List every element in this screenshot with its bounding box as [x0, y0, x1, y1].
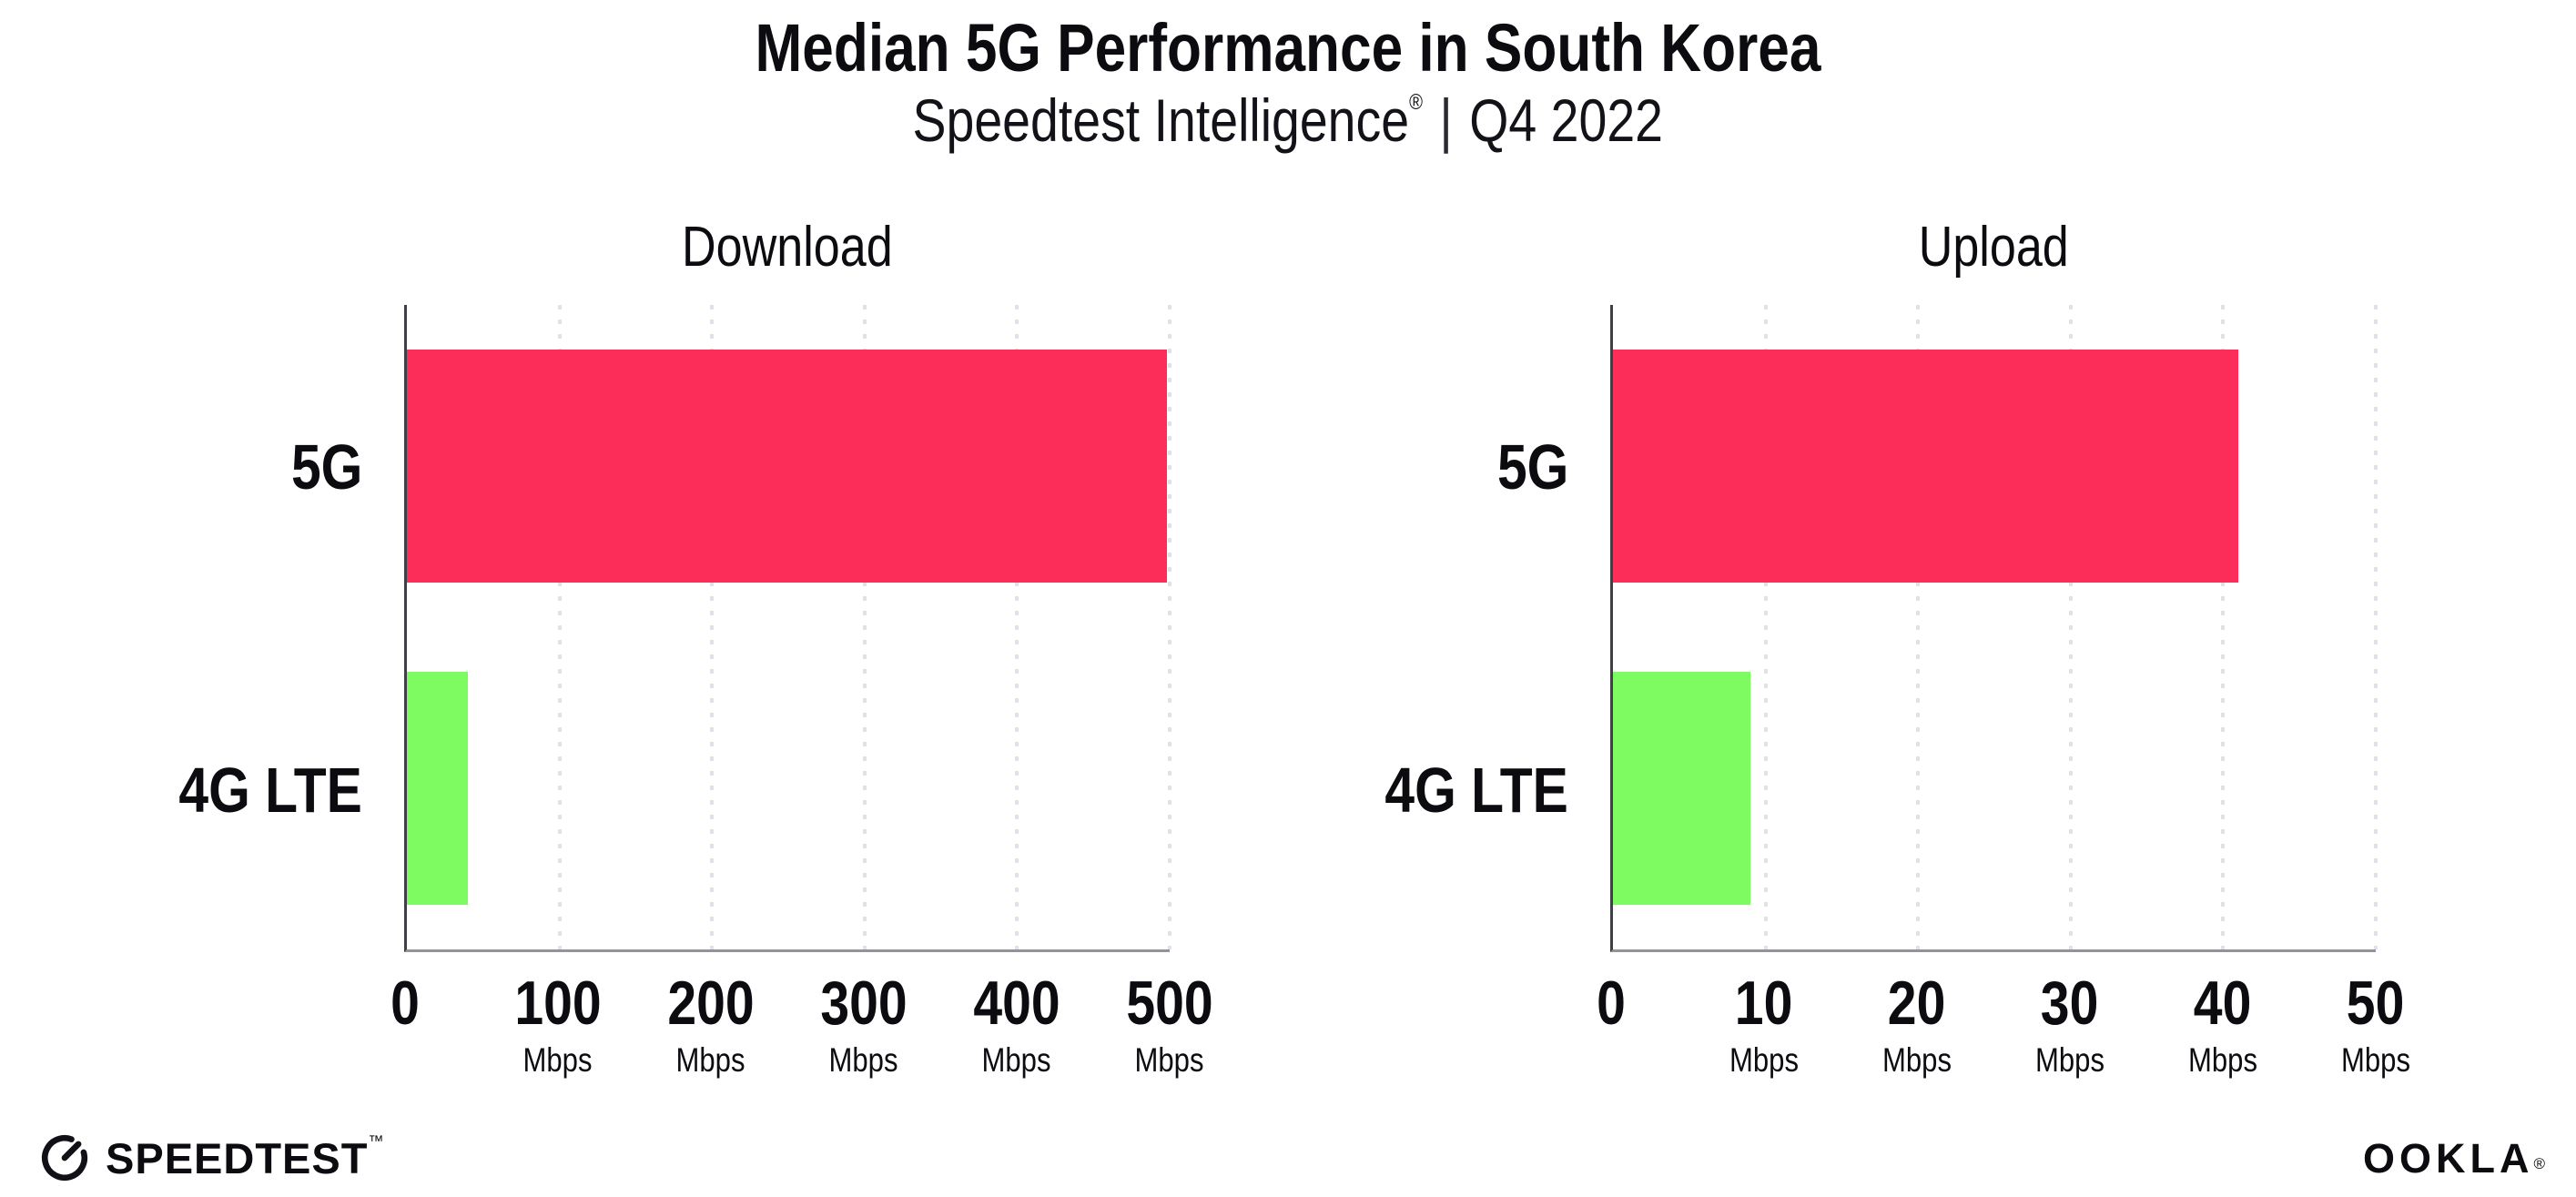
- download-plot-area: [404, 305, 1171, 952]
- x-tick-unit: Mbps: [2187, 1041, 2258, 1079]
- gridline-40: [2221, 305, 2226, 949]
- x-tick-value: 200: [667, 969, 755, 1038]
- gridline-10: [1763, 305, 1768, 949]
- ookla-logo-text: OOKLA: [2362, 1134, 2534, 1182]
- gridline-20: [1916, 305, 1921, 949]
- gridline-30: [2068, 305, 2073, 949]
- header: Median 5G Performance in South Korea Spe…: [0, 13, 2576, 152]
- x-tick-value: 10: [1735, 969, 1793, 1038]
- x-tick-10: 10 Mbps: [1723, 972, 1805, 1077]
- speedtest-gauge-icon: [41, 1134, 88, 1182]
- x-tick-unit: [1594, 1043, 1628, 1077]
- gridline-300: [862, 305, 867, 949]
- page-title: Median 5G Performance in South Korea: [0, 13, 2576, 84]
- download-category-labels: 5G 4G LTE: [146, 305, 404, 952]
- x-tick-value: 0: [1597, 969, 1626, 1038]
- category-label-4g-lte: 4G LTE: [178, 755, 363, 827]
- footer: SPEEDTEST™ OOKLA ®: [38, 1131, 2545, 1184]
- download-chart: Download 5G 4G LTE 0 100 Mbps 200 Mbps 300 Mbps…: [146, 216, 1213, 1127]
- x-tick-unit: Mbps: [1134, 1041, 1204, 1079]
- bar-4g-lte: [1613, 671, 1751, 906]
- subtitle-divider: |: [1439, 86, 1454, 154]
- page-subtitle: Speedtest Intelligence® | Q4 2022: [0, 86, 2576, 154]
- page-title-text: Median 5G Performance in South Korea: [755, 10, 1821, 86]
- x-tick-value: 20: [1888, 969, 1946, 1038]
- gridline-400: [1015, 305, 1019, 949]
- gridline-100: [557, 305, 562, 949]
- x-tick-value: 50: [2347, 969, 2405, 1038]
- x-tick-unit: Mbps: [675, 1041, 745, 1079]
- x-tick-40: 40 Mbps: [2182, 972, 2264, 1077]
- x-tick-unit: Mbps: [522, 1041, 593, 1079]
- gridline-50: [2374, 305, 2378, 949]
- upload-chart: Upload 5G 4G LTE 0 10 Mbps 20 Mbps 30 Mbps 40 Mbp…: [1352, 216, 2410, 1127]
- ookla-logo: OOKLA ®: [2363, 1138, 2545, 1179]
- speedtest-trademark: ™: [368, 1131, 385, 1150]
- x-tick-300: 300 Mbps: [812, 972, 915, 1077]
- x-tick-unit: Mbps: [828, 1041, 898, 1079]
- x-tick-value: 30: [2041, 969, 2099, 1038]
- speedtest-logo-text: SPEEDTEST™: [106, 1131, 385, 1182]
- x-tick-value: 300: [820, 969, 908, 1038]
- x-tick-400: 400 Mbps: [965, 972, 1068, 1077]
- download-chart-title: Download: [682, 216, 893, 279]
- upload-x-axis: 0 10 Mbps 20 Mbps 30 Mbps 40 Mbps 50 Mbps: [1597, 972, 2410, 1127]
- x-tick-value: 40: [2194, 969, 2252, 1038]
- x-tick-unit: [388, 1043, 422, 1077]
- x-tick-unit: Mbps: [2034, 1041, 2105, 1079]
- gridline-200: [710, 305, 715, 949]
- download-chart-body: 5G 4G LTE: [146, 305, 1171, 952]
- x-tick-unit: Mbps: [1729, 1041, 1800, 1079]
- upload-plot-area: [1610, 305, 2378, 952]
- upload-category-labels: 5G 4G LTE: [1352, 305, 1610, 952]
- upload-chart-title: Upload: [1918, 216, 2069, 279]
- x-tick-unit: Mbps: [2340, 1041, 2411, 1079]
- registered-mark: ®: [1409, 89, 1424, 115]
- upload-chart-body: 5G 4G LTE: [1352, 305, 2378, 952]
- category-label-4g-lte: 4G LTE: [1384, 755, 1569, 827]
- charts-row: Download 5G 4G LTE 0 100 Mbps 200 Mbps 300 Mbps…: [146, 216, 2410, 1127]
- subtitle-period: Q4 2022: [1469, 86, 1664, 154]
- speedtest-logo: SPEEDTEST™: [38, 1131, 384, 1184]
- x-tick-value: 0: [390, 969, 420, 1038]
- x-tick-value: 500: [1126, 969, 1213, 1038]
- x-tick-unit: Mbps: [1881, 1041, 1952, 1079]
- category-label-5g: 5G: [1496, 431, 1569, 502]
- x-tick-500: 500 Mbps: [1118, 972, 1221, 1077]
- bar-5g: [407, 349, 1167, 583]
- x-tick-value: 400: [973, 969, 1060, 1038]
- gridline-500: [1168, 305, 1171, 949]
- x-tick-0: 0: [388, 972, 422, 1077]
- x-tick-unit: Mbps: [981, 1041, 1051, 1079]
- x-tick-50: 50 Mbps: [2335, 972, 2417, 1077]
- x-tick-0: 0: [1594, 972, 1628, 1077]
- download-x-axis: 0 100 Mbps 200 Mbps 300 Mbps 400 Mbps 500 Mbps: [390, 972, 1213, 1127]
- category-label-5g: 5G: [290, 431, 363, 502]
- x-tick-value: 100: [514, 969, 602, 1038]
- x-tick-200: 200 Mbps: [659, 972, 762, 1077]
- subtitle-brand: Speedtest Intelligence: [912, 86, 1410, 154]
- x-tick-100: 100 Mbps: [506, 972, 609, 1077]
- bar-5g: [1613, 349, 2239, 583]
- x-tick-20: 20 Mbps: [1876, 972, 1958, 1077]
- bar-4g-lte: [407, 671, 469, 906]
- ookla-registered-mark: ®: [2533, 1154, 2545, 1172]
- x-tick-30: 30 Mbps: [2029, 972, 2111, 1077]
